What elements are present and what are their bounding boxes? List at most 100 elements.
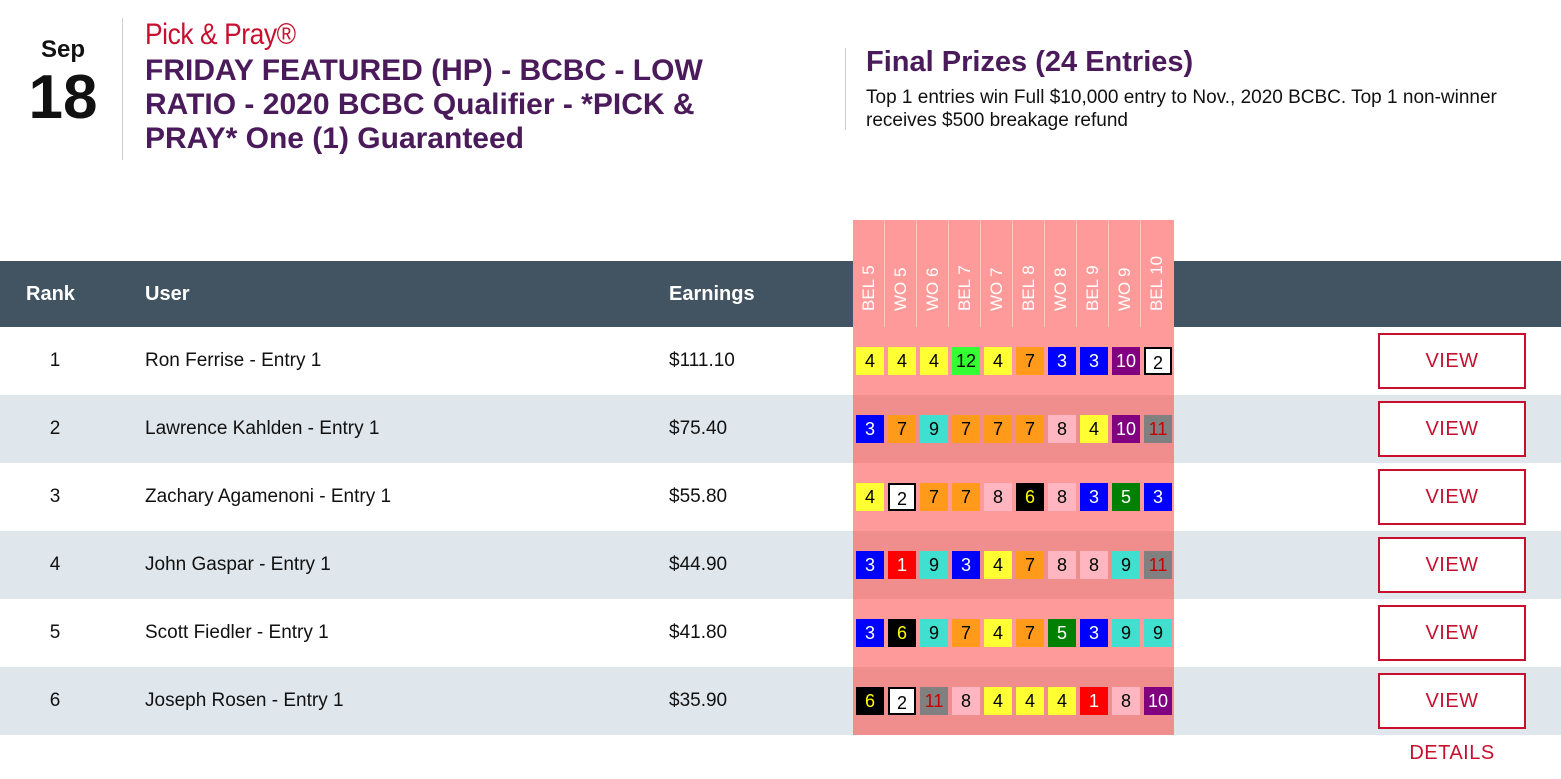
- pick-badge: 4: [856, 483, 884, 511]
- track-header: WO 8: [1045, 220, 1077, 327]
- track-label: BEL 5: [858, 265, 878, 311]
- track-column-headers: BEL 5 WO 5 WO 6 BEL 7 WO 7 BEL 8 WO 8 BEL 9 WO 9…: [853, 220, 1174, 327]
- pick-badge: 6: [1016, 483, 1044, 511]
- event-date: Sep 18: [20, 36, 106, 130]
- pick-badge: 10: [1144, 687, 1172, 715]
- view-details-button[interactable]: VIEW DETAILS: [1378, 673, 1526, 764]
- track-header: WO 7: [981, 220, 1013, 327]
- pick-badge: 10: [1112, 347, 1140, 375]
- pick-badge: 4: [984, 551, 1012, 579]
- rank-column-header[interactable]: Rank: [26, 283, 75, 305]
- pick-badge: 3: [952, 551, 980, 579]
- user-cell: Scott Fiedler - Entry 1: [145, 622, 329, 643]
- user-cell: Lawrence Kahlden - Entry 1: [145, 418, 380, 439]
- leaderboard-header: Rank User Earnings: [0, 261, 1561, 327]
- track-header: BEL 7: [949, 220, 981, 327]
- pick-badge: 5: [1048, 619, 1076, 647]
- pick-badge: 9: [1144, 619, 1172, 647]
- prizes-title: Final Prizes (24 Entries): [866, 46, 1194, 78]
- table-row: 1 Ron Ferrise - Entry 1 $111.10 4 4 4 12 4 7 3 3 10…: [0, 327, 1561, 424]
- user-column-header[interactable]: User: [145, 283, 190, 305]
- pick-badge: 4: [1048, 687, 1076, 715]
- date-day: 18: [28, 63, 98, 132]
- rank-cell: 2: [49, 418, 61, 439]
- view-details-button[interactable]: VIEW DETAILS: [1378, 605, 1526, 696]
- pick-badge: 11: [1144, 415, 1172, 443]
- earnings-cell: $55.80: [669, 486, 728, 507]
- earnings-cell: $44.90: [669, 554, 728, 575]
- track-header: BEL 10: [1141, 220, 1173, 327]
- pick-badge: 3: [856, 619, 884, 647]
- pick-badge: 6: [888, 619, 916, 647]
- pick-badge: 4: [1080, 415, 1108, 443]
- picks-cell: 6 2 11 8 4 4 4 1 8 10: [853, 667, 1174, 735]
- track-label: WO 9: [1114, 267, 1134, 311]
- track-label: BEL 8: [1018, 265, 1038, 311]
- pick-badge: 3: [856, 551, 884, 579]
- earnings-cell: $35.90: [669, 690, 728, 711]
- table-row: 2 Lawrence Kahlden - Entry 1 $75.40 3 7 9 7 7 7 8…: [0, 395, 1561, 492]
- user-cell: Joseph Rosen - Entry 1: [145, 690, 344, 711]
- view-details-button[interactable]: VIEW DETAILS: [1378, 469, 1526, 560]
- pick-badge: 4: [1016, 687, 1044, 715]
- rank-cell: 4: [49, 554, 61, 575]
- pick-badge: 8: [1048, 415, 1076, 443]
- pick-badge: 2: [888, 483, 916, 511]
- pick-badge: 7: [920, 483, 948, 511]
- rank-cell: 6: [49, 690, 61, 711]
- view-details-button[interactable]: VIEW DETAILS: [1378, 333, 1526, 424]
- pick-badge: 4: [888, 347, 916, 375]
- pick-badge: 2: [1144, 347, 1172, 375]
- rank-cell: 3: [49, 486, 61, 507]
- user-cell: Ron Ferrise - Entry 1: [145, 350, 322, 371]
- table-row: 5 Scott Fiedler - Entry 1 $41.80 3 6 9 7 4 7 5 3 9 9…: [0, 599, 1561, 696]
- pick-badge: 9: [920, 415, 948, 443]
- pick-badge: 4: [856, 347, 884, 375]
- track-header: BEL 5: [853, 220, 885, 327]
- view-details-button[interactable]: VIEW DETAILS: [1378, 537, 1526, 628]
- prizes-description: Top 1 entries win Full $10,000 entry to …: [866, 87, 1497, 131]
- header-divider: [122, 18, 123, 160]
- pick-badge: 8: [984, 483, 1012, 511]
- table-row: 3 Zachary Agamenoni - Entry 1 $55.80 4 2 7 7 8 6…: [0, 463, 1561, 560]
- pick-badge: 4: [920, 347, 948, 375]
- pick-badge: 3: [856, 415, 884, 443]
- table-row: 6 Joseph Rosen - Entry 1 $35.90 6 2 11 8 4 4 4 1 8 1…: [0, 667, 1561, 764]
- pick-badge: 7: [952, 415, 980, 443]
- pick-badge: 3: [1080, 619, 1108, 647]
- track-header: WO 5: [885, 220, 917, 327]
- earnings-column-header[interactable]: Earnings: [669, 283, 755, 305]
- pick-badge: 3: [1048, 347, 1076, 375]
- view-details-button[interactable]: VIEW DETAILS: [1378, 401, 1526, 492]
- pick-badge: 11: [920, 687, 948, 715]
- pick-badge: 8: [1080, 551, 1108, 579]
- pick-badge: 8: [1112, 687, 1140, 715]
- pick-badge: 12: [952, 347, 980, 375]
- track-label: BEL 9: [1082, 265, 1102, 311]
- table-row: 4 John Gaspar - Entry 1 $44.90 3 1 9 3 4 7 8 8 9 11 V…: [0, 531, 1561, 628]
- pick-badge: 6: [856, 687, 884, 715]
- pick-badge: 4: [984, 687, 1012, 715]
- pick-badge: 4: [984, 347, 1012, 375]
- pick-badge: 9: [1112, 619, 1140, 647]
- pick-badge: 7: [1016, 347, 1044, 375]
- pick-badge: 5: [1112, 483, 1140, 511]
- user-cell: Zachary Agamenoni - Entry 1: [145, 486, 392, 507]
- pick-badge: 7: [952, 483, 980, 511]
- pick-badge: 1: [888, 551, 916, 579]
- rank-cell: 1: [49, 350, 61, 371]
- pick-badge: 9: [1112, 551, 1140, 579]
- picks-cell: 3 1 9 3 4 7 8 8 9 11: [853, 531, 1174, 599]
- picks-cell: 4 4 4 12 4 7 3 3 10 2: [853, 327, 1174, 395]
- pick-badge: 8: [1048, 551, 1076, 579]
- track-header: BEL 9: [1077, 220, 1109, 327]
- pick-badge: 7: [1016, 551, 1044, 579]
- track-label: WO 6: [922, 267, 942, 311]
- track-label: WO 5: [890, 267, 910, 311]
- pick-badge: 7: [984, 415, 1012, 443]
- pick-badge: 7: [1016, 619, 1044, 647]
- user-cell: John Gaspar - Entry 1: [145, 554, 331, 575]
- date-month: Sep: [40, 36, 85, 63]
